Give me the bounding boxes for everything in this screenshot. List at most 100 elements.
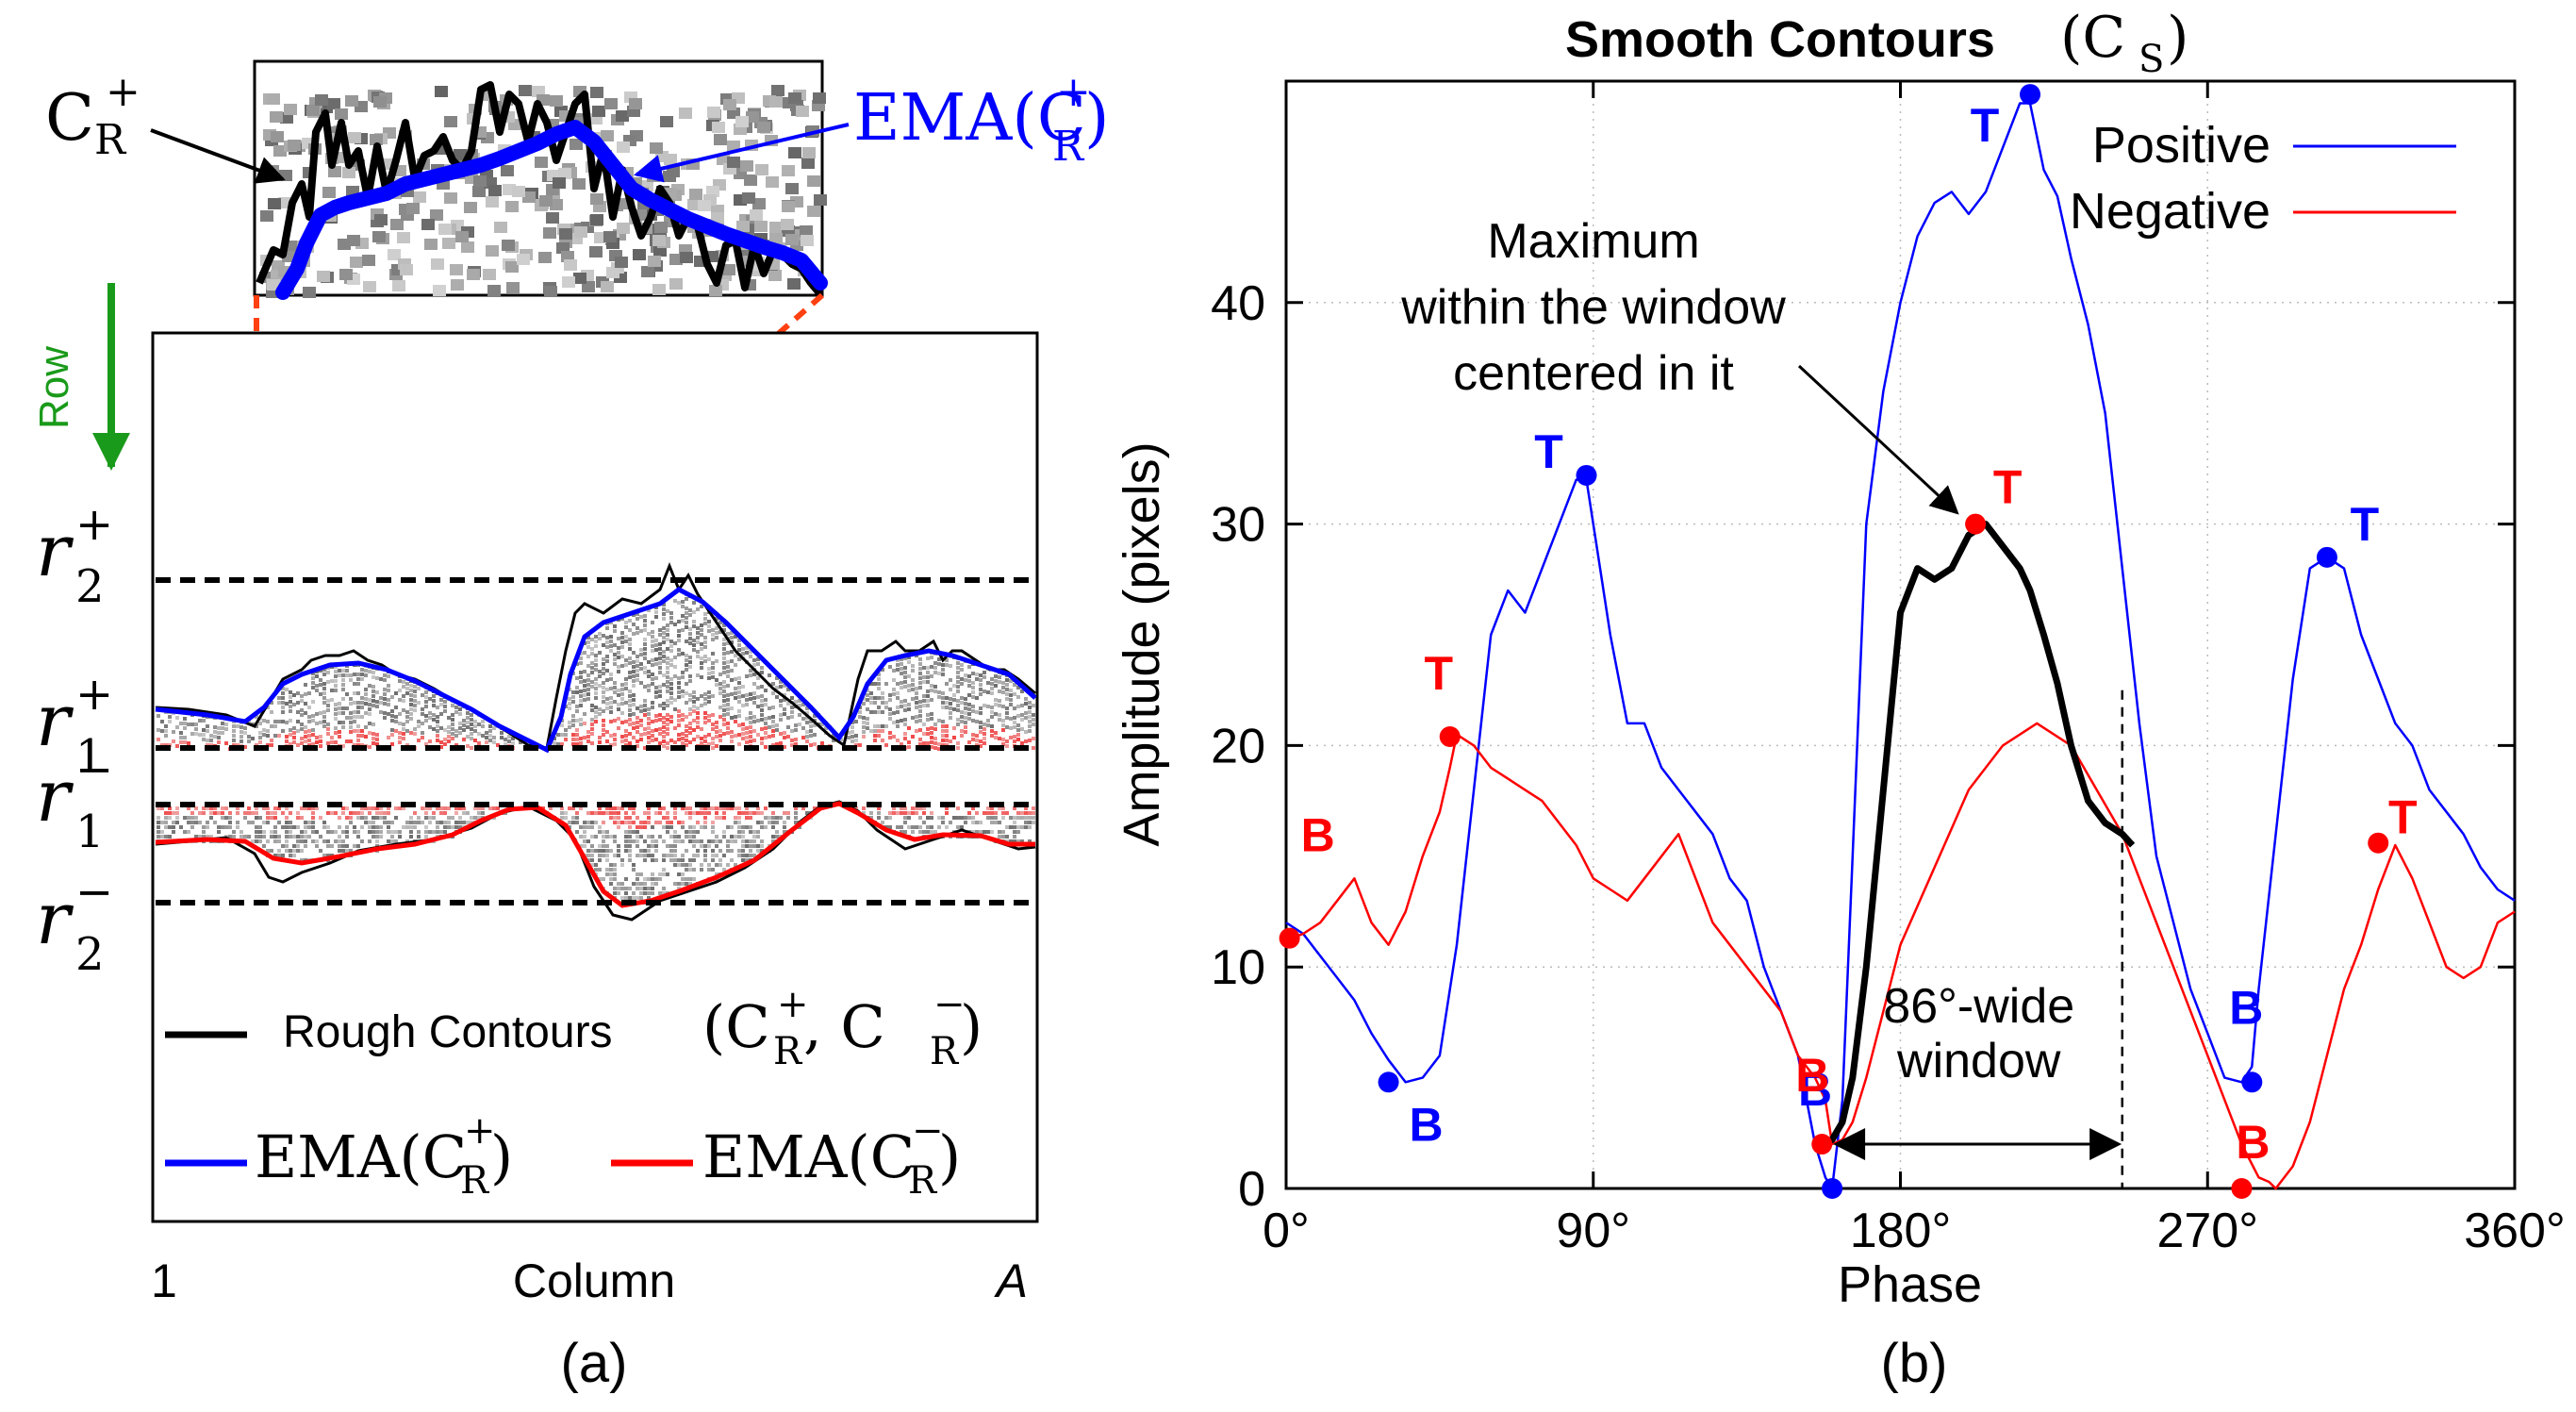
noise-pixel bbox=[707, 742, 711, 746]
noise-pixel bbox=[718, 706, 722, 709]
noise-pixel bbox=[281, 844, 285, 848]
noise-pixel bbox=[1032, 821, 1035, 824]
noise-pixel bbox=[345, 716, 349, 720]
noise-pixel bbox=[643, 656, 647, 660]
noise-pixel bbox=[662, 725, 666, 729]
noise-pixel bbox=[628, 619, 632, 623]
noise-pixel bbox=[788, 147, 801, 158]
noise-pixel bbox=[481, 806, 485, 810]
noise-pixel bbox=[632, 712, 636, 716]
noise-pixel bbox=[466, 725, 470, 729]
noise-pixel bbox=[454, 706, 458, 709]
noise-pixel bbox=[769, 222, 783, 233]
noise-pixel bbox=[221, 806, 224, 810]
chart-title: Smooth Contours bbox=[1565, 11, 1995, 68]
noise-pixel bbox=[726, 731, 730, 735]
noise-pixel bbox=[424, 816, 428, 820]
noise-pixel bbox=[175, 744, 179, 748]
x-tick-label: 360° bbox=[2464, 1204, 2566, 1258]
noise-pixel bbox=[636, 669, 639, 673]
noise-pixel bbox=[718, 863, 722, 867]
noise-pixel bbox=[651, 635, 654, 639]
noise-pixel bbox=[624, 739, 628, 742]
noise-pixel bbox=[712, 122, 725, 133]
noise-pixel bbox=[598, 707, 602, 711]
noise-pixel bbox=[685, 616, 688, 620]
noise-pixel bbox=[998, 806, 1001, 810]
noise-pixel bbox=[628, 830, 632, 834]
noise-pixel bbox=[779, 685, 783, 689]
noise-pixel bbox=[470, 816, 473, 820]
noise-pixel bbox=[473, 720, 477, 723]
noise-pixel bbox=[737, 676, 741, 680]
noise-pixel bbox=[349, 849, 353, 853]
noise-pixel bbox=[941, 668, 945, 672]
noise-pixel bbox=[168, 720, 172, 723]
y-tick-label: 40 bbox=[1211, 276, 1265, 331]
noise-pixel bbox=[937, 719, 941, 723]
noise-pixel bbox=[462, 811, 466, 815]
noise-pixel bbox=[421, 707, 424, 711]
noise-pixel bbox=[1013, 692, 1016, 696]
noise-pixel bbox=[779, 741, 783, 745]
noise-pixel bbox=[881, 729, 884, 733]
noise-pixel bbox=[613, 891, 617, 895]
noise-pixel bbox=[760, 741, 764, 745]
marker-label: B bbox=[1795, 1049, 1829, 1102]
noise-pixel bbox=[722, 699, 726, 703]
noise-pixel bbox=[673, 698, 677, 702]
noise-pixel bbox=[734, 734, 737, 738]
noise-pixel bbox=[304, 725, 307, 729]
noise-pixel bbox=[605, 830, 609, 834]
noise-pixel bbox=[281, 720, 285, 723]
noise-pixel bbox=[651, 858, 654, 862]
noise-pixel bbox=[300, 727, 304, 731]
noise-pixel bbox=[473, 175, 487, 187]
noise-pixel bbox=[307, 734, 311, 738]
noise-pixel bbox=[1016, 686, 1020, 689]
noise-pixel bbox=[575, 738, 579, 741]
noise-pixel bbox=[967, 679, 971, 683]
noise-pixel bbox=[1013, 816, 1016, 820]
noise-pixel bbox=[760, 685, 764, 689]
noise-pixel bbox=[1020, 839, 1024, 843]
noise-pixel bbox=[409, 684, 413, 688]
noise-pixel bbox=[888, 816, 892, 820]
noise-pixel bbox=[601, 130, 614, 141]
noise-pixel bbox=[768, 821, 771, 824]
noise-pixel bbox=[432, 811, 436, 815]
noise-pixel bbox=[749, 825, 752, 829]
noise-pixel bbox=[624, 835, 628, 839]
noise-pixel bbox=[327, 98, 340, 109]
noise-pixel bbox=[575, 742, 579, 746]
noise-pixel bbox=[994, 811, 998, 815]
noise-pixel bbox=[464, 202, 477, 213]
noise-pixel bbox=[688, 811, 692, 815]
noise-pixel bbox=[681, 619, 685, 623]
noise-pixel bbox=[794, 742, 798, 746]
noise-pixel bbox=[952, 816, 956, 820]
noise-pixel bbox=[609, 806, 613, 810]
noise-pixel bbox=[685, 715, 688, 719]
noise-pixel bbox=[903, 671, 907, 674]
noise-pixel bbox=[579, 704, 583, 707]
inset-ema-close: ) bbox=[1084, 81, 1110, 156]
noise-pixel bbox=[711, 723, 715, 726]
noise-pixel bbox=[270, 739, 273, 742]
noise-pixel bbox=[383, 702, 387, 706]
noise-pixel bbox=[470, 732, 473, 736]
noise-pixel bbox=[477, 732, 481, 736]
noise-pixel bbox=[903, 699, 907, 703]
noise-pixel bbox=[345, 835, 349, 839]
noise-pixel bbox=[439, 745, 443, 749]
noise-pixel bbox=[315, 740, 319, 744]
noise-pixel bbox=[937, 657, 941, 661]
noise-pixel bbox=[594, 691, 598, 695]
noise-pixel bbox=[651, 835, 654, 839]
noise-pixel bbox=[700, 741, 703, 745]
noise-pixel bbox=[341, 839, 345, 843]
noise-pixel bbox=[866, 689, 869, 692]
noise-pixel bbox=[602, 728, 605, 732]
noise-pixel bbox=[986, 830, 990, 834]
noise-pixel bbox=[517, 254, 530, 265]
